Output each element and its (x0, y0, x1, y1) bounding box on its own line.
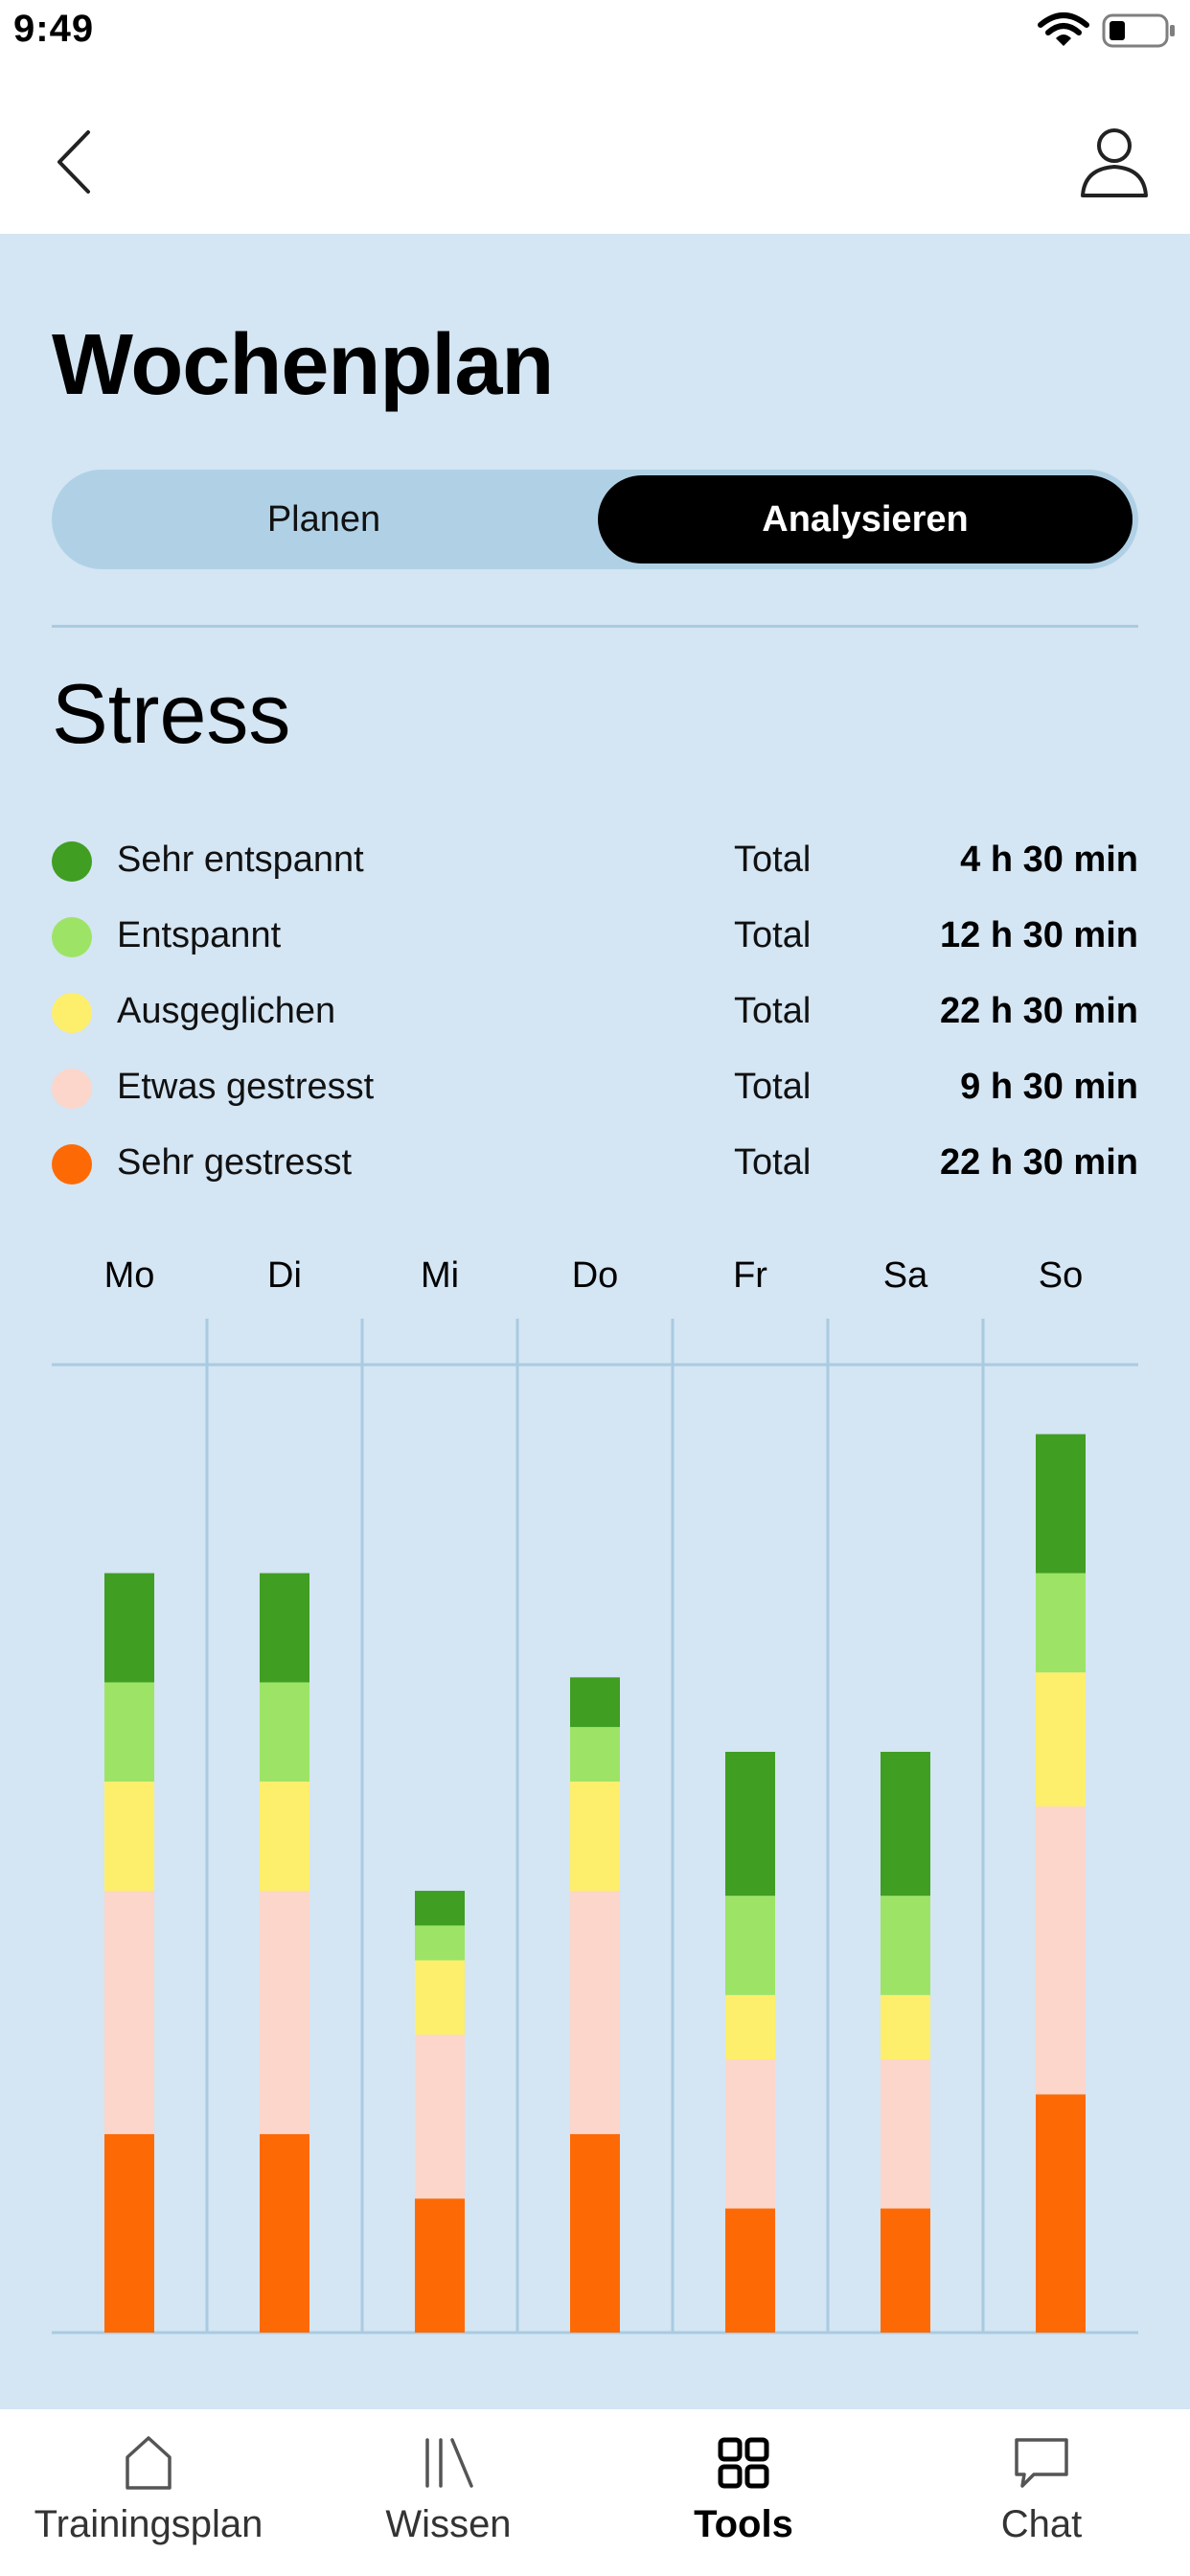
back-button[interactable] (42, 119, 109, 205)
section-title: Stress (52, 666, 291, 761)
bar-segment (570, 1891, 620, 2134)
bar-segment (104, 1891, 154, 2134)
bar-segment (260, 1782, 309, 1892)
bar-segment (260, 1573, 309, 1683)
legend-value: 22 h 30 min (940, 991, 1138, 1031)
legend-total-label: Total (734, 915, 812, 955)
legend-total-label: Total (734, 991, 812, 1031)
day-label: So (1038, 1255, 1084, 1296)
bar-segment (881, 1994, 930, 2060)
bar-segment (260, 1682, 309, 1782)
legend-value: 12 h 30 min (940, 915, 1138, 955)
chart-svg (52, 1319, 1138, 2334)
bar-segment (415, 2198, 465, 2333)
legend-label: Etwas gestresst (117, 1067, 375, 1107)
chat-icon (1015, 2438, 1068, 2488)
legend-dot (52, 917, 92, 957)
legend-dot (52, 993, 92, 1033)
top-navigation (0, 61, 1190, 234)
bar-segment (104, 1573, 154, 1683)
bar-segment (725, 1752, 775, 1897)
bar-segment (570, 1727, 620, 1782)
battery-icon (1102, 13, 1175, 48)
bar-segment (1036, 1672, 1086, 1806)
legend-row: Entspannt Total 12 h 30 min (52, 909, 1138, 967)
bar-segment (1036, 1434, 1086, 1574)
day-label: Fr (733, 1255, 767, 1296)
bar-segment (881, 1896, 930, 1995)
day-label: Do (571, 1255, 619, 1296)
bar-segment (415, 1925, 465, 1961)
legend-dot (52, 1069, 92, 1109)
bar-segment (1036, 1806, 1086, 2095)
legend-row: Sehr gestresst Total 22 h 30 min (52, 1137, 1138, 1194)
bar-segment (415, 2035, 465, 2199)
segmented-control: Planen Analysieren (52, 470, 1138, 569)
grid-icon (718, 2437, 769, 2489)
legend-value: 22 h 30 min (940, 1142, 1138, 1183)
tab-label: Wissen (385, 2503, 512, 2545)
legend-total-label: Total (734, 1067, 812, 1107)
legend-label: Sehr gestresst (117, 1142, 352, 1183)
legend-dot (52, 1144, 92, 1184)
bar-segment (104, 1682, 154, 1782)
legend-value: 4 h 30 min (960, 840, 1138, 880)
user-icon (1081, 128, 1148, 197)
day-label: Sa (882, 1255, 928, 1296)
library-icon (425, 2438, 473, 2488)
legend-total-label: Total (734, 1142, 812, 1183)
status-time: 9:49 (13, 8, 95, 50)
legend-row: Sehr entspannt Total 4 h 30 min (52, 834, 1138, 891)
tab-label: Chat (1000, 2503, 1083, 2545)
legend-row: Ausgeglichen Total 22 h 30 min (52, 985, 1138, 1043)
profile-button[interactable] (1073, 121, 1156, 203)
legend-dot (52, 841, 92, 882)
bar-segment (104, 2133, 154, 2333)
bar-segment (260, 1891, 309, 2134)
legend-row: Etwas gestresst Total 9 h 30 min (52, 1061, 1138, 1118)
bar-segment (725, 2059, 775, 2209)
day-label: Mi (420, 1255, 460, 1296)
bar-segment (725, 1896, 775, 1995)
bar-segment (415, 1891, 465, 1926)
bar-segment (881, 1752, 930, 1897)
bar-segment (570, 1782, 620, 1892)
bar-segment (104, 1782, 154, 1892)
bar-segment (725, 1994, 775, 2060)
segment-analysieren[interactable]: Analysieren (598, 475, 1133, 564)
tab-label: Trainingsplan (34, 2503, 263, 2545)
bar-segment (725, 2208, 775, 2333)
tab-wissen[interactable]: Wissen (305, 2409, 592, 2576)
divider (52, 625, 1138, 628)
tab-chat[interactable]: Chat (898, 2409, 1185, 2576)
bar-segment (415, 1960, 465, 2036)
bar-segment (570, 2133, 620, 2333)
legend-total-label: Total (734, 840, 812, 880)
bar-segment (881, 2059, 930, 2209)
stress-chart: Mo Di Mi Do Fr Sa So (0, 1006, 1190, 2334)
bar-segment (881, 2208, 930, 2333)
bar-segment (260, 2133, 309, 2333)
home-icon (126, 2436, 172, 2490)
legend-label: Entspannt (117, 915, 282, 955)
bar-segment (1036, 1573, 1086, 1673)
page-title: Wochenplan (52, 317, 554, 413)
legend-label: Sehr entspannt (117, 840, 364, 880)
chevron-left-icon (57, 130, 90, 194)
legend-value: 9 h 30 min (960, 1067, 1138, 1107)
tab-bar: Trainingsplan Wissen Tools Chat (0, 2409, 1190, 2576)
tab-label: Tools (694, 2503, 793, 2545)
bar-segment (1036, 2094, 1086, 2333)
tab-tools[interactable]: Tools (600, 2409, 887, 2576)
legend-label: Ausgeglichen (117, 991, 336, 1031)
wifi-icon (1038, 12, 1089, 46)
bar-segment (570, 1677, 620, 1728)
tab-trainingsplan[interactable]: Trainingsplan (5, 2409, 292, 2576)
day-label: Mo (103, 1255, 155, 1296)
status-bar: 9:49 (0, 0, 1190, 61)
day-label: Di (267, 1255, 302, 1296)
segment-planen[interactable]: Planen (266, 498, 381, 540)
